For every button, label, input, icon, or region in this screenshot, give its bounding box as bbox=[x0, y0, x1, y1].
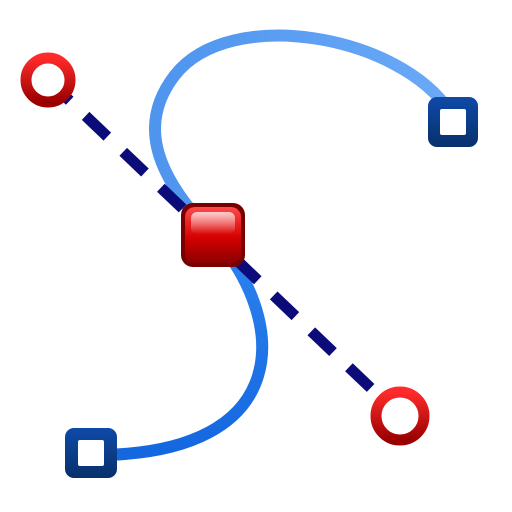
control-handle-top-left-icon[interactable] bbox=[20, 52, 76, 108]
anchor-square-bottom-left-icon[interactable] bbox=[65, 428, 117, 478]
control-handle-bottom-right-icon[interactable] bbox=[370, 386, 430, 446]
anchor-square-top-right-icon[interactable] bbox=[428, 97, 478, 147]
selected-node-icon[interactable] bbox=[181, 203, 245, 267]
curve-segment-lower bbox=[89, 228, 269, 461]
tangent-line bbox=[44, 76, 404, 420]
curve-segment-upper bbox=[149, 29, 456, 240]
